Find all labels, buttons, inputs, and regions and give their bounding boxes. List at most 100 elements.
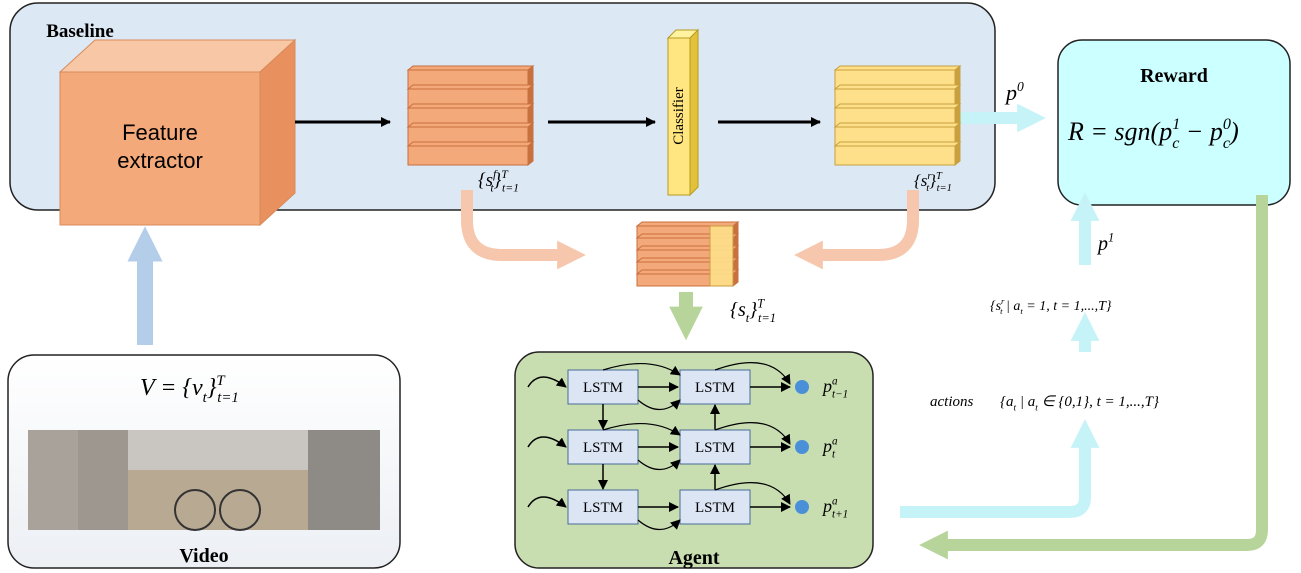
combined-states-sub: t: [746, 311, 750, 325]
baseline-output-part: p: [1004, 80, 1017, 105]
agent-output: pat+1​: [821, 495, 848, 520]
video-formula-sub: t=1: [217, 390, 239, 406]
agent-output-sub: t−1: [832, 388, 848, 400]
feature-states-sub: t: [490, 182, 494, 195]
video-title: Video: [179, 545, 228, 567]
refined-stack: [834, 145, 956, 166]
feature-stack: [527, 140, 534, 167]
connector: [714, 482, 791, 505]
feature-states-sup: f: [493, 168, 498, 181]
reward-formula-part: p: [1208, 117, 1223, 146]
connector: [527, 376, 567, 388]
lstm-label: LSTM: [583, 500, 623, 516]
video-formula-sup: T: [216, 373, 226, 389]
actions-formula-sub: t: [1014, 404, 1017, 414]
selected-states-part: | a: [1003, 299, 1021, 314]
agent-output: pat​: [821, 435, 838, 460]
selected-output-sup: 1: [1108, 231, 1114, 245]
feature-stack: [407, 145, 529, 166]
video-formula-sub: t: [203, 390, 208, 406]
refined-states: {srt​}Tt=1​: [914, 171, 952, 194]
feature-stack: [406, 84, 535, 90]
selected-output-part: p: [1096, 233, 1108, 255]
feature-states-part: {s: [478, 170, 493, 191]
video-formula-part: V = {v: [140, 375, 203, 401]
refined-stack: [833, 122, 962, 128]
lstm-cell: [567, 369, 639, 405]
refined-states-part: {s: [914, 171, 928, 190]
refined-stack: [833, 141, 962, 147]
baseline-output: p0​: [1004, 79, 1024, 105]
agent-title: Agent: [668, 547, 719, 569]
reward-formula-sub: c: [1172, 135, 1179, 152]
refined-stack: [954, 140, 961, 167]
lstm-label: LSTM: [583, 380, 623, 396]
actions-formula-part: | a: [1016, 394, 1035, 410]
connector: [637, 459, 681, 471]
merge-arrow: [461, 190, 586, 270]
selected-states-part: = 1, t = 1,...,T}: [1023, 299, 1112, 314]
reward-formula-part: p: [1157, 117, 1172, 146]
connector: [637, 399, 681, 411]
reward-box: [1057, 39, 1291, 206]
feature-states-sup: T: [501, 168, 509, 181]
video-formula-part: }: [207, 375, 217, 401]
lstm-label: LSTM: [695, 440, 735, 456]
cube-label: extractor: [117, 148, 203, 173]
refined-stack: [833, 84, 962, 90]
selected-states-sub: t: [1000, 306, 1003, 316]
baseline-title: Baseline: [46, 21, 114, 42]
reward-formula-sub: c: [1223, 135, 1230, 152]
output-dot: [795, 440, 809, 454]
lstm-label: LSTM: [695, 380, 735, 396]
combined-states: {st​}Tt=1​: [730, 297, 776, 325]
connector: [602, 363, 681, 376]
selected-states-part: {s: [990, 299, 1002, 314]
feature-states-part: }: [494, 170, 502, 191]
connector: [637, 519, 681, 531]
video-formula: V = {vt​}Tt=1​: [140, 373, 239, 406]
cube-front: [59, 71, 261, 226]
selected-states: {srt​ | at​ = 1, t = 1,...,T}: [990, 296, 1112, 316]
actions-label: actions: [930, 394, 973, 410]
classifier-side: [689, 28, 699, 197]
combined-states-part: {s: [730, 299, 746, 321]
merged-stack: [635, 221, 740, 227]
reward-formula-part: ): [1228, 117, 1239, 146]
reward-formula-sup: 1: [1172, 116, 1180, 133]
baseline-output-sup: 0: [1017, 79, 1024, 94]
lstm-label: LSTM: [583, 440, 623, 456]
connector: [527, 496, 567, 508]
refined-states-sup: r: [927, 171, 932, 182]
agent-output-sup: a: [832, 435, 838, 447]
feature-stack: [406, 65, 535, 71]
agent-output-sup: a: [832, 375, 838, 387]
classifier: [667, 37, 691, 196]
agent-output-part: p: [821, 376, 832, 396]
combined-states-sup: T: [757, 297, 765, 311]
refined-stack: [833, 65, 962, 71]
refined-states-part: }: [929, 171, 936, 190]
refined-states-sub: t: [926, 183, 930, 194]
refined-states-sub: t=1: [937, 183, 952, 194]
feedback-arrow: [919, 195, 1268, 560]
feature-stack: [406, 122, 535, 128]
action-arrow: [900, 419, 1100, 518]
connector: [527, 436, 567, 448]
video-frames: [28, 430, 380, 531]
combined-states-sub: t=1: [758, 311, 776, 325]
actions-formula: {at​ | at​ ∈ {0,1}, t = 1,...,T}: [1000, 394, 1159, 414]
combined-states-part: }: [749, 299, 757, 321]
reward-formula: R = sgn(p1c​ − p0c​): [1067, 116, 1239, 152]
connector: [714, 362, 791, 385]
merge-arrow: [794, 190, 919, 270]
selected-output: p1​: [1096, 231, 1114, 255]
reward-formula-sup: 0: [1223, 116, 1231, 133]
actions-formula-part: {a: [1000, 394, 1014, 410]
output-dot: [795, 380, 809, 394]
feature-stack: [406, 141, 535, 147]
selected-states-sup: r: [1001, 296, 1005, 306]
cube-top: [58, 39, 297, 73]
reward-formula-part: R = sgn(: [1067, 117, 1161, 146]
cube-label: Feature: [122, 120, 198, 145]
